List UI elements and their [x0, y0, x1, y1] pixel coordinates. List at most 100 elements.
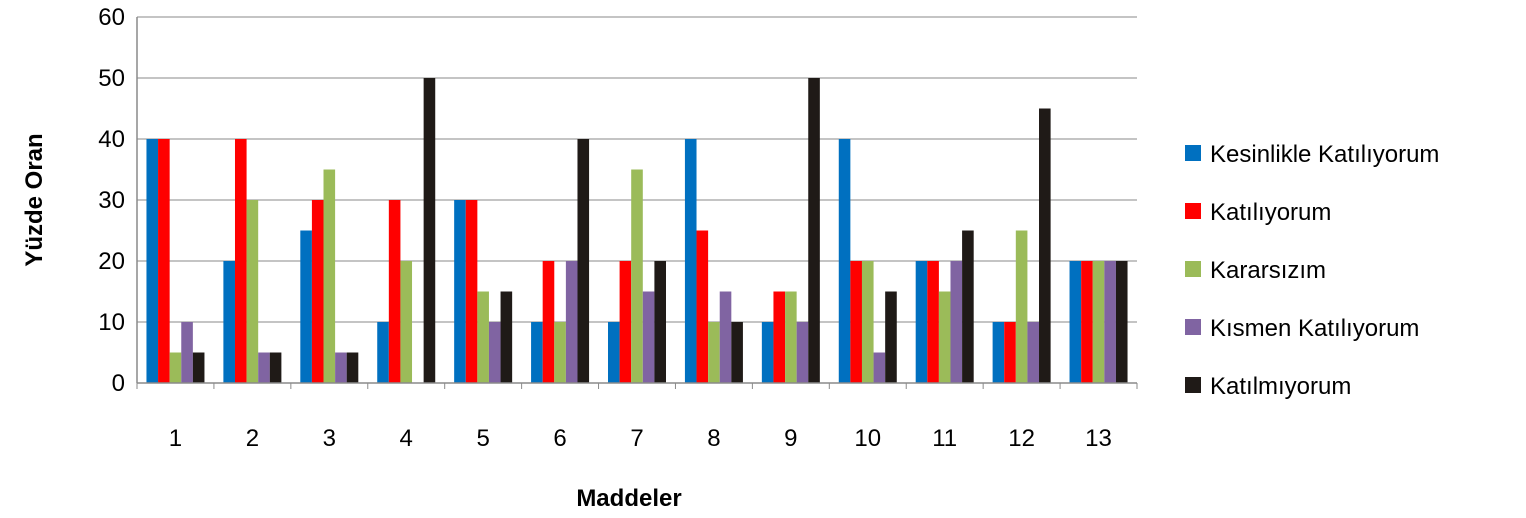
bar [269, 352, 282, 383]
bar [915, 261, 928, 383]
bar [335, 352, 347, 383]
legend-label: Kararsızım [1210, 257, 1326, 284]
bar [423, 78, 436, 383]
bar [761, 322, 774, 383]
bar [927, 261, 939, 383]
bar [861, 261, 874, 383]
bar [388, 200, 401, 383]
bar [234, 139, 247, 383]
bar [719, 291, 732, 383]
bar [1039, 108, 1051, 383]
bar [454, 200, 466, 383]
bar [477, 291, 489, 383]
bar [696, 230, 709, 383]
x-tick-labels: 1 2 3 4 5 6 7 8 9 10 11 12 13 [169, 425, 1112, 452]
x-tick-label: 1 [169, 425, 182, 452]
bar [258, 352, 270, 383]
bar [642, 291, 655, 383]
bar [619, 261, 632, 383]
bar [992, 322, 1005, 383]
y-tick-label: 60 [98, 4, 125, 31]
bar [796, 322, 809, 383]
x-tick-label: 11 [932, 425, 957, 452]
x-tick-label: 6 [553, 425, 566, 452]
x-tick-label: 13 [1085, 425, 1112, 452]
x-tick-label: 4 [400, 425, 413, 452]
bar [565, 261, 578, 383]
bar [181, 322, 193, 383]
y-tick-label: 30 [98, 187, 125, 214]
bar [773, 291, 786, 383]
legend-label: Katılıyorum [1210, 199, 1331, 226]
legend-label: Kesinlikle Katılıyorum [1210, 141, 1439, 168]
bar [1069, 261, 1082, 383]
x-tick-label: 12 [1008, 425, 1035, 452]
bar [708, 322, 720, 383]
bar [950, 261, 963, 383]
x-tick-label: 5 [476, 425, 489, 452]
legend-swatch [1185, 261, 1201, 277]
bar [785, 291, 797, 383]
y-tick-label: 10 [98, 309, 125, 336]
bar [488, 322, 501, 383]
bar [531, 322, 543, 383]
bar [608, 322, 620, 383]
bar [838, 139, 851, 383]
legend-swatch [1185, 203, 1201, 219]
axes [136, 17, 1138, 389]
x-tick-label: 10 [854, 425, 881, 452]
x-axis-title: Maddeler [576, 485, 681, 512]
legend-swatch [1185, 319, 1201, 335]
bar [169, 352, 182, 383]
y-tick-label: 0 [112, 370, 125, 397]
bar [1092, 261, 1105, 383]
bar [300, 230, 312, 383]
bar [146, 139, 159, 383]
bar [346, 352, 359, 383]
y-tick-label: 50 [98, 65, 125, 92]
bar [654, 261, 666, 383]
bar [873, 352, 886, 383]
bar [577, 139, 590, 383]
bar [554, 322, 566, 383]
bar [1015, 230, 1028, 383]
x-tick-label: 7 [630, 425, 643, 452]
bars [146, 78, 1128, 383]
bar [542, 261, 555, 383]
bar [1081, 261, 1093, 383]
bar [1027, 322, 1040, 383]
bar [731, 322, 743, 383]
x-tick-label: 8 [707, 425, 720, 452]
bar [1004, 322, 1016, 383]
bar [1115, 261, 1128, 383]
bar [885, 291, 897, 383]
y-tick-label: 40 [98, 126, 125, 153]
bar [465, 200, 478, 383]
bar [962, 230, 974, 383]
bar [631, 169, 643, 383]
bar [158, 139, 170, 383]
bar [400, 261, 413, 383]
x-tick-label: 3 [323, 425, 336, 452]
bar [500, 291, 513, 383]
bar [377, 322, 389, 383]
x-tick-label: 2 [246, 425, 259, 452]
y-tick-labels: 0 10 20 30 40 50 60 [98, 4, 125, 397]
legend-swatch [1185, 377, 1201, 393]
x-tick-label: 9 [784, 425, 797, 452]
bar [1104, 261, 1116, 383]
bar [246, 200, 259, 383]
legend: Kesinlikle Katılıyorum Katılıyorum Kararsı… [1185, 141, 1439, 400]
bar [808, 78, 820, 383]
legend-label: Katılmıyorum [1210, 373, 1351, 400]
y-axis-title: Yüzde Oran [21, 133, 48, 266]
legend-swatch [1185, 145, 1201, 161]
y-tick-label: 20 [98, 248, 125, 275]
bar [192, 352, 205, 383]
bar [311, 200, 324, 383]
bar [938, 291, 951, 383]
bar [850, 261, 862, 383]
legend-label: Kısmen Katılıyorum [1210, 315, 1419, 342]
bar [323, 169, 336, 383]
